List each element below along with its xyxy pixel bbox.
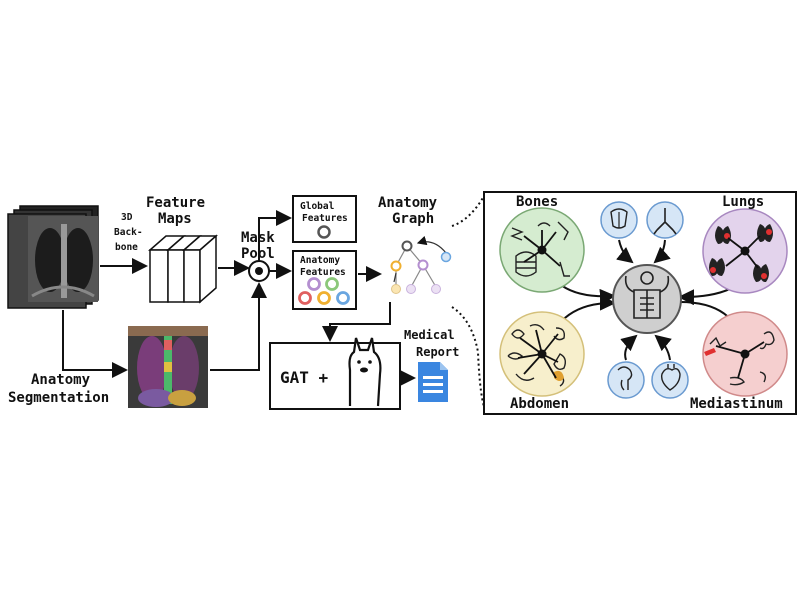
feature-node-red [298,291,312,305]
zoom-line-top [451,195,485,227]
arrow-pool-to-global [258,210,292,261]
anatomy-features-box: Anatomy Features [292,250,357,310]
feature-node-orange [317,291,331,305]
segmentation-image [128,326,208,408]
global-features-box: Global Features [292,195,357,243]
group-lungs: Lungs [702,194,788,294]
feature-node-green [325,277,339,291]
anatomy-graph-label-2: Graph [392,211,434,227]
feature-maps-label-1: Feature [146,195,205,211]
group-mediastinum: Mediastinum [690,311,788,412]
feature-node-blue [336,291,350,305]
feature-maps-block [148,234,218,304]
anatomy-graph-mini [390,235,452,294]
zoom-line-bottom [451,306,487,413]
global-feature-node [317,225,331,239]
ct-scan-stack [7,205,99,309]
feature-maps-label-2: Maps [158,211,192,227]
node-heart [651,361,689,399]
human-torso-icon [612,264,682,334]
group-bones: Bones [499,194,585,293]
llama-icon [348,337,382,407]
backbone-label-2: Back- [114,227,143,238]
arrow-scan-to-segmentation [62,310,128,378]
gat-llm-box: GAT + [269,337,401,410]
medical-report-label-1: Medical [404,328,455,342]
anatomy-features-label-2: Features [300,267,346,278]
group-lungs-label: Lungs [722,194,764,210]
global-features-label-2: Features [302,213,348,224]
medical-report-label-2: Report [416,345,459,359]
group-bones-label: Bones [516,194,558,210]
group-mediastinum-label: Mediastinum [690,396,783,412]
feature-node-purple [307,277,321,291]
backbone-label-3: bone [115,242,138,253]
group-abdomen-label: Abdomen [510,396,569,412]
document-icon [418,362,448,402]
arrow-segmentation-to-pool [210,282,267,371]
node-trachea [646,201,684,239]
backbone-label-1: 3D [121,212,133,223]
anatomy-graph-label-1: Anatomy [378,195,438,211]
anatomy-segmentation-label-2: Segmentation [8,390,109,406]
gat-label: GAT + [280,368,329,387]
node-esophagus [607,361,645,399]
anatomy-features-label-1: Anatomy [300,255,340,266]
mask-pool-label-2: Pool [241,246,275,262]
anatomy-segmentation-label-1: Anatomy [31,372,91,388]
ct-scan-image [28,216,98,302]
node-thyroid [600,201,638,239]
global-features-label-1: Global [300,201,335,212]
arrow-graph-to-gat [322,302,391,342]
group-abdomen: Abdomen [499,311,585,412]
mask-pool-operator [248,260,270,282]
